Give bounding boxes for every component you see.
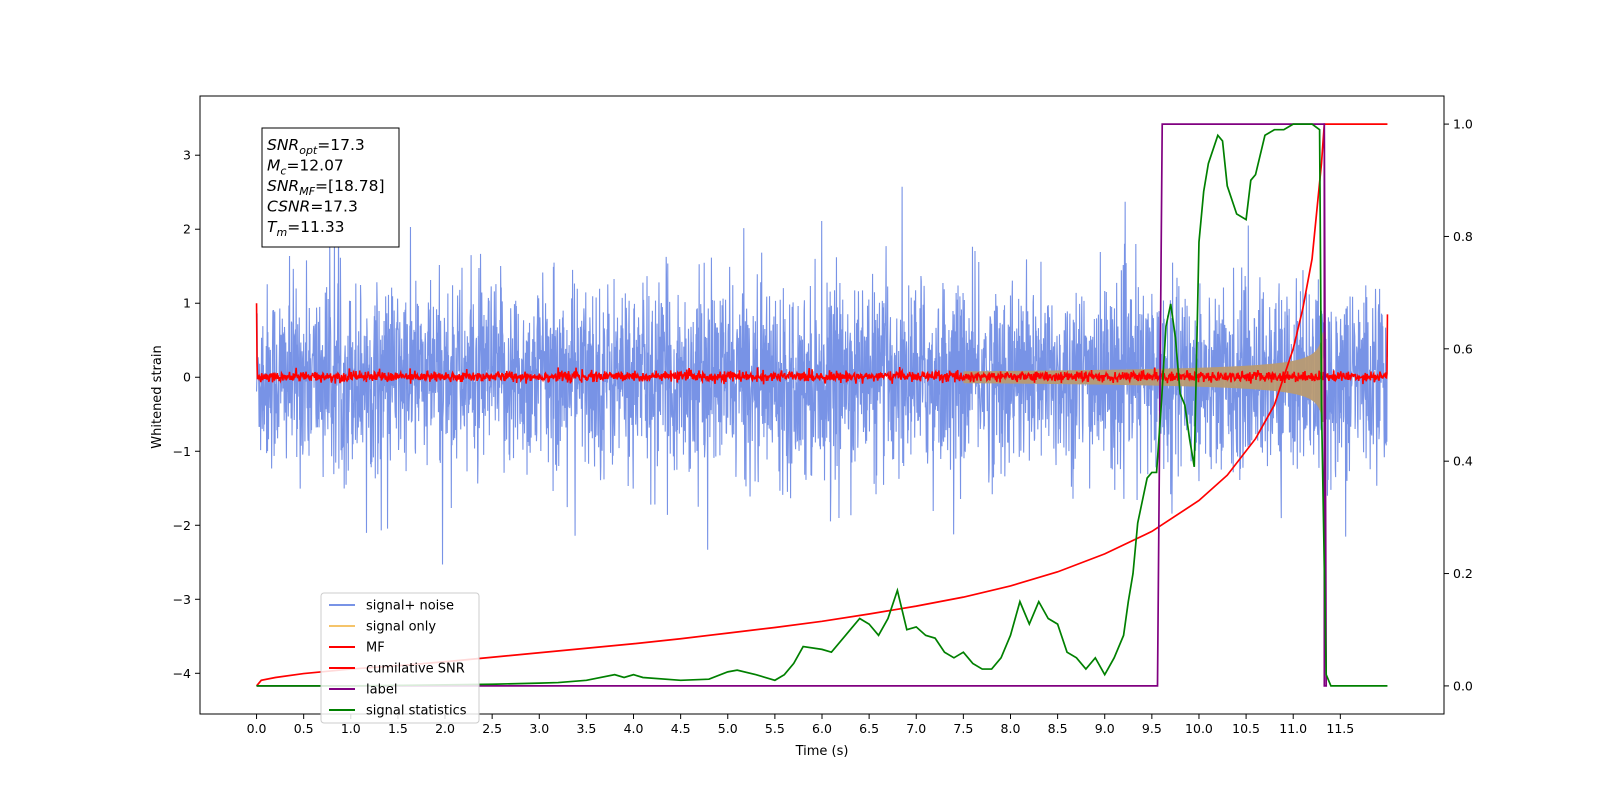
signal-statistics-line — [256, 123, 1388, 687]
legend-label: MF — [366, 641, 385, 656]
mf-line — [255, 303, 1389, 385]
x-tick-label: 7.5 — [953, 721, 973, 736]
y-tick-label: −3 — [173, 592, 191, 607]
x-tick-label: 1.0 — [341, 721, 361, 736]
x-tick-label: 0.5 — [294, 721, 314, 736]
y-tick-label: −4 — [173, 666, 191, 681]
x-tick-label: 8.5 — [1048, 721, 1068, 736]
info-line: Tm=11.33 — [267, 218, 345, 239]
legend-label: signal only — [366, 620, 436, 635]
legend-label: signal statistics — [366, 704, 467, 719]
label-line — [256, 123, 1328, 687]
x-tick-label: 3.5 — [576, 721, 596, 736]
x-tick-label: 3.0 — [529, 721, 549, 736]
x-tick-label: 5.0 — [718, 721, 738, 736]
info-line: CSNR=17.3 — [267, 198, 358, 216]
y-tick-label: −2 — [173, 518, 191, 533]
x-tick-label: 11.5 — [1326, 721, 1354, 736]
ticks: 0.0 0.5 1.0 1.5 2.0 2.5 3.0 3.5 4.0 4.5 5.0 5.5 6.0 6… — [173, 117, 1473, 736]
y-right-tick-label: 0.6 — [1453, 341, 1473, 356]
x-tick-label: 9.0 — [1095, 721, 1115, 736]
x-axis-label: Time (s) — [795, 744, 849, 759]
legend-label: label — [366, 683, 397, 698]
info-box: SNRopt=17.3Mc=12.07SNRMF=[18.78]CSNR=17.… — [261, 127, 400, 248]
y-right-tick-label: 0.0 — [1453, 678, 1473, 693]
x-tick-label: 6.0 — [812, 721, 832, 736]
info-box-frame — [261, 127, 400, 248]
info-line: Mc=12.07 — [267, 157, 344, 178]
x-tick-label: 10.0 — [1185, 721, 1213, 736]
x-tick-label: 9.5 — [1142, 721, 1162, 736]
info-line: SNRopt=17.3 — [267, 136, 365, 157]
y-right-tick-label: 1.0 — [1453, 117, 1473, 132]
info-line: SNRMF=[18.78] — [267, 177, 385, 198]
legend-label: signal+ noise — [366, 599, 454, 614]
x-tick-label: 5.5 — [765, 721, 785, 736]
y-tick-label: 3 — [183, 148, 191, 163]
x-tick-label: 2.5 — [482, 721, 502, 736]
x-tick-label: 7.0 — [906, 721, 926, 736]
mf-layer — [255, 303, 1389, 385]
y-tick-label: 0 — [183, 370, 191, 385]
y-tick-label: −1 — [173, 444, 191, 459]
x-tick-label: 0.0 — [247, 721, 267, 736]
x-tick-label: 4.5 — [671, 721, 691, 736]
x-tick-label: 8.0 — [1001, 721, 1021, 736]
y-tick-label: 2 — [183, 222, 191, 237]
y-right-tick-label: 0.4 — [1453, 454, 1473, 469]
legend: signal+ noise signal only MF cumilative SNR… — [320, 592, 480, 724]
y-right-tick-label: 0.2 — [1453, 566, 1473, 581]
legend-frame — [320, 592, 480, 724]
x-tick-label: 1.5 — [388, 721, 408, 736]
legend-label: cumilative SNR — [366, 662, 465, 677]
x-tick-label: 6.5 — [859, 721, 879, 736]
y-tick-label: 1 — [183, 296, 191, 311]
x-tick-label: 2.0 — [435, 721, 455, 736]
x-tick-label: 11.0 — [1279, 721, 1307, 736]
y-right-tick-label: 0.8 — [1453, 229, 1473, 244]
x-tick-label: 10.5 — [1232, 721, 1260, 736]
y-axis-label: Whitened strain — [150, 345, 165, 448]
x-tick-label: 4.0 — [624, 721, 644, 736]
